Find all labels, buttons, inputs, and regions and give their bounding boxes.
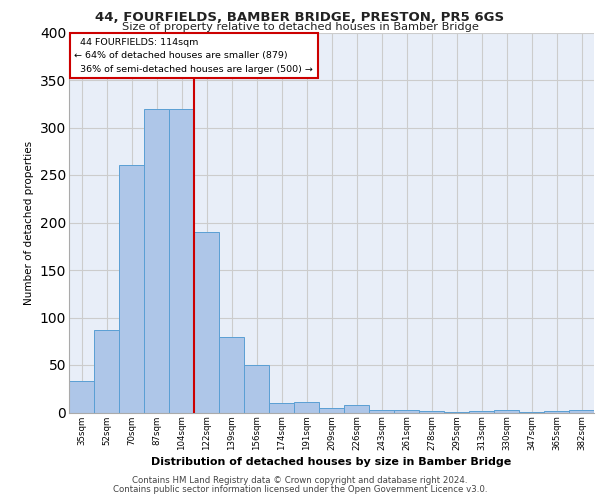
- Bar: [269, 403, 294, 412]
- Bar: [344, 405, 369, 412]
- Bar: [544, 410, 569, 412]
- Bar: [469, 410, 494, 412]
- Y-axis label: Number of detached properties: Number of detached properties: [24, 140, 34, 304]
- Text: 44, FOURFIELDS, BAMBER BRIDGE, PRESTON, PR5 6GS: 44, FOURFIELDS, BAMBER BRIDGE, PRESTON, …: [95, 11, 505, 24]
- Bar: [394, 410, 419, 412]
- Text: Contains public sector information licensed under the Open Government Licence v3: Contains public sector information licen…: [113, 485, 487, 494]
- Text: Contains HM Land Registry data © Crown copyright and database right 2024.: Contains HM Land Registry data © Crown c…: [132, 476, 468, 485]
- Text: 44 FOURFIELDS: 114sqm  
← 64% of detached houses are smaller (879)
  36% of semi: 44 FOURFIELDS: 114sqm ← 64% of detached …: [74, 38, 313, 74]
- X-axis label: Distribution of detached houses by size in Bamber Bridge: Distribution of detached houses by size …: [151, 457, 512, 467]
- Bar: [144, 108, 169, 412]
- Bar: [494, 410, 519, 412]
- Bar: [294, 402, 319, 412]
- Bar: [244, 365, 269, 412]
- Bar: [169, 108, 194, 412]
- Bar: [194, 232, 219, 412]
- Bar: [119, 166, 144, 412]
- Bar: [419, 410, 444, 412]
- Text: Size of property relative to detached houses in Bamber Bridge: Size of property relative to detached ho…: [122, 22, 478, 32]
- Bar: [94, 330, 119, 412]
- Bar: [219, 336, 244, 412]
- Bar: [319, 408, 344, 412]
- Bar: [569, 410, 594, 412]
- Bar: [69, 381, 94, 412]
- Bar: [369, 410, 394, 412]
